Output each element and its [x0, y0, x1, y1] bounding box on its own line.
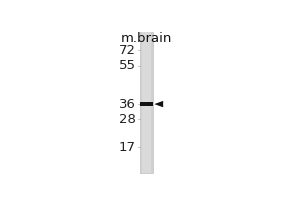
Text: 28: 28: [119, 113, 136, 126]
Bar: [140, 32, 153, 173]
Text: 55: 55: [119, 59, 136, 72]
Text: 72: 72: [119, 44, 136, 57]
Text: 36: 36: [119, 98, 136, 111]
Text: m.brain: m.brain: [121, 32, 172, 45]
Bar: [140, 102, 153, 106]
Text: 17: 17: [119, 141, 136, 154]
Bar: [142, 32, 151, 173]
Polygon shape: [154, 101, 163, 107]
